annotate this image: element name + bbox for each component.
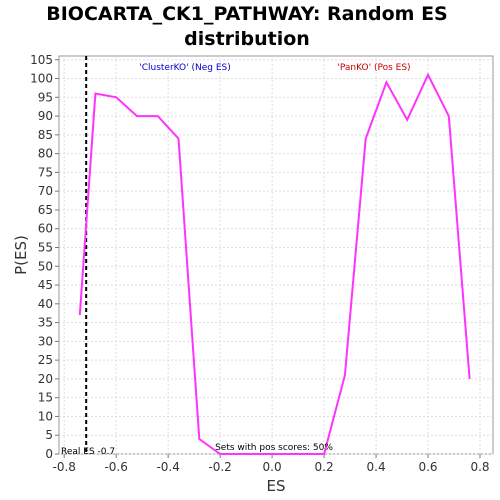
- y-tick-label: 105: [30, 53, 53, 67]
- y-tick-label: 0: [45, 447, 53, 461]
- x-tick-label: 0.2: [315, 460, 334, 474]
- pos-es-label: 'PanKO' (Pos ES): [337, 63, 410, 73]
- y-tick-label: 95: [38, 90, 53, 104]
- y-tick-label: 30: [38, 334, 53, 348]
- plot-area: [58, 55, 494, 455]
- y-tick-label: 45: [38, 278, 53, 292]
- x-tick-label: -0.2: [208, 460, 231, 474]
- y-tick-label: 70: [38, 184, 53, 198]
- x-tick-label: 0.0: [263, 460, 282, 474]
- y-tick-label: 85: [38, 128, 53, 142]
- y-tick-label: 15: [38, 391, 53, 405]
- series-line: [78, 72, 471, 455]
- x-axis-label: ES: [267, 477, 286, 495]
- x-tick-label: 0.6: [418, 460, 437, 474]
- x-tick-label: -0.4: [156, 460, 179, 474]
- x-tick-label: 0.4: [367, 460, 386, 474]
- y-tick-label: 100: [30, 72, 53, 86]
- real-es-label: Real ES -0.7: [61, 447, 115, 457]
- y-axis-label: P(ES): [12, 235, 30, 275]
- y-tick-label: 60: [38, 222, 53, 236]
- y-tick-label: 90: [38, 109, 53, 123]
- x-axis-ticks: -0.8 -0.6 -0.4 -0.2 0.0 0.2 0.4 0.6 0.8: [52, 454, 490, 474]
- y-tick-label: 50: [38, 259, 53, 273]
- y-tick-label: 65: [38, 203, 53, 217]
- y-tick-label: 25: [38, 353, 53, 367]
- pos-scores-label: Sets with pos scores: 50%: [215, 443, 333, 453]
- y-tick-label: 55: [38, 240, 53, 254]
- y-tick-label: 20: [38, 372, 53, 386]
- y-axis-ticks: 0 5 10 15 20 25 30 35 40 45 50 55 60 65 70 75 80 85 90 95 10…: [30, 53, 59, 461]
- x-tick-label: -0.6: [104, 460, 127, 474]
- y-tick-label: 80: [38, 147, 53, 161]
- neg-es-label: 'ClusterKO' (Neg ES): [139, 63, 231, 73]
- y-tick-label: 35: [38, 316, 53, 330]
- y-tick-label: 75: [38, 165, 53, 179]
- y-tick-label: 10: [38, 409, 53, 423]
- gridlines: [59, 56, 493, 455]
- x-tick-label: -0.8: [52, 460, 75, 474]
- y-tick-label: 40: [38, 297, 53, 311]
- chart-title-line2: distribution: [184, 28, 310, 50]
- chart-title-line1: BIOCARTA_CK1_PATHWAY: Random ES: [46, 3, 448, 25]
- y-tick-label: 5: [45, 428, 53, 442]
- x-tick-label: 0.8: [470, 460, 489, 474]
